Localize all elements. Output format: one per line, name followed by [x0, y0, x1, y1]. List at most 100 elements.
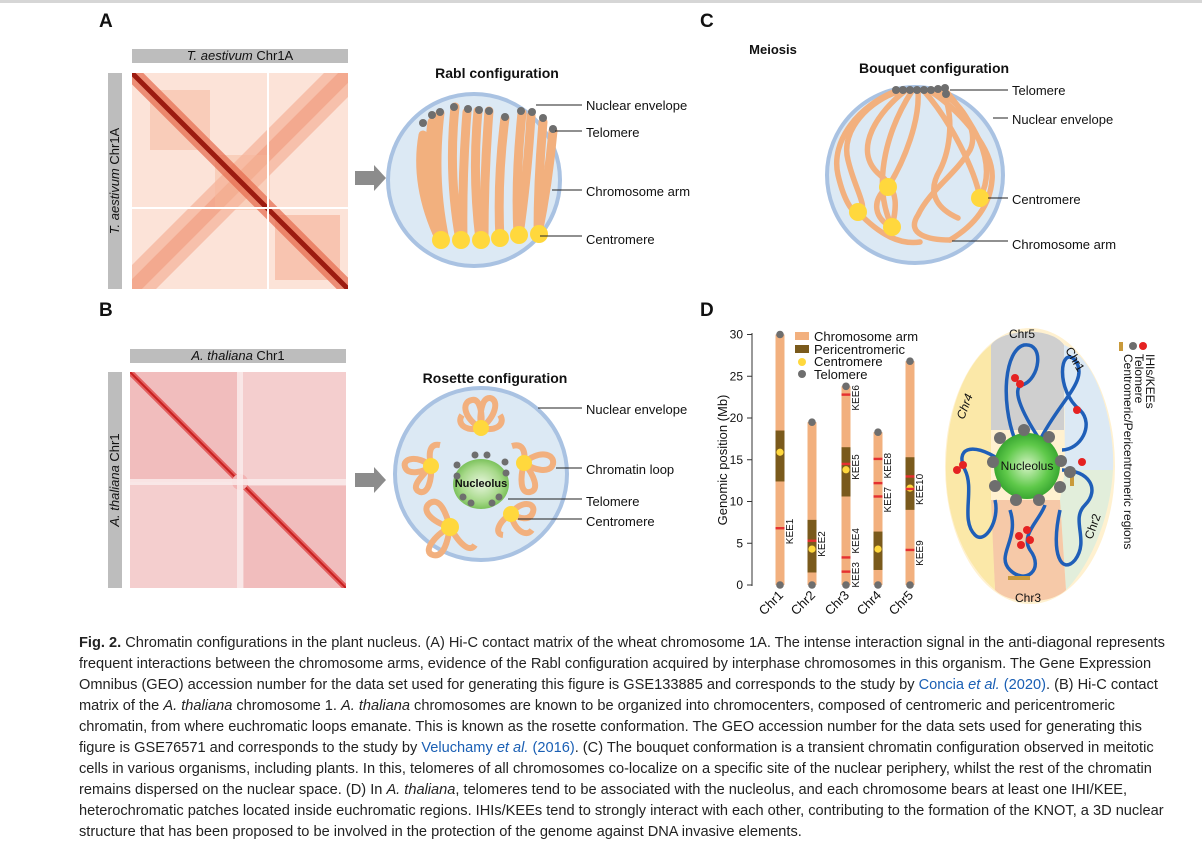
kee-label: KEE6 [851, 385, 862, 411]
rabl-title: Rabl configuration [435, 65, 559, 81]
caption-segment[interactable]: et al. [968, 677, 1000, 693]
kee-label: KEE3 [851, 562, 862, 588]
territory-nucleolus-label: Nucleolus [1001, 459, 1054, 473]
rosette-leader-lines [508, 407, 582, 520]
rosette-nucleolus-label: Nucleolus [455, 478, 508, 490]
matrix-a-title: T. aestivum Chr1A [187, 48, 294, 63]
meiosis-label: Meiosis [749, 42, 797, 57]
rabl-label-centromere: Centromere [586, 232, 655, 247]
chromosome-label: Chr2 [788, 588, 819, 619]
legend-label-pericentromeric: Pericentromeric [814, 342, 906, 357]
legend-label-centromere: Centromere [814, 354, 883, 369]
territory-label-chr5: Chr5 [1009, 327, 1035, 341]
legend-swatch-telomere [798, 370, 806, 378]
centromere-dot [874, 545, 882, 553]
rabl-centromeres [432, 225, 548, 249]
side-legend-swatch-kee [1139, 342, 1147, 350]
bouquet-label-nuclear-envelope: Nuclear envelope [1012, 112, 1113, 127]
chromosome-arm-bar [873, 432, 883, 585]
side-legend-label-kees: IHIs/KEEs [1143, 354, 1157, 409]
legend-swatch-arm [795, 332, 809, 340]
territory-nucleolus [994, 433, 1060, 499]
centromere-dot [842, 466, 850, 474]
kee-label: KEE10 [915, 473, 926, 505]
chromosome-label: Chr3 [822, 588, 853, 619]
chart-d-legend: Chromosome arm Pericentromeric Centromer… [795, 329, 918, 382]
caption-segment: A. thaliana [386, 782, 456, 798]
y-tick-label: 5 [736, 536, 743, 550]
territory-chr4 [945, 345, 995, 590]
kee-mark [873, 495, 883, 498]
territory-side-legend: IHIs/KEEs Telomere Centromeric/Pericentr… [1119, 342, 1157, 549]
figure-caption: Fig. 2. Chromatin configurations in the … [79, 633, 1169, 843]
rosette-telomeres [453, 451, 510, 507]
caption-segment[interactable]: Veluchamy [421, 740, 497, 756]
territory-chromatin-fibers [960, 343, 1094, 578]
caption-segment: chromosomes are known to be organized in… [79, 698, 1142, 756]
arrow-b [355, 467, 386, 493]
territory-telomeres [987, 424, 1076, 506]
rabl-chromosome-arms [416, 102, 558, 245]
pericentromere-segment [775, 430, 785, 482]
side-legend-label-telomere: Telomere [1132, 354, 1146, 404]
panel-c-bouquet-diagram: Meiosis Bouquet configuration Telom [749, 42, 1116, 265]
legend-label-arm: Chromosome arm [814, 329, 918, 344]
pericentromere-segment [905, 457, 915, 510]
y-tick-label: 25 [730, 369, 744, 383]
territory-chr3 [990, 500, 1066, 602]
telomere-dot [776, 330, 784, 339]
side-legend-swatch-pericentromere [1119, 342, 1123, 351]
territory-chr1 [1064, 345, 1114, 470]
rosette-title: Rosette configuration [423, 370, 568, 386]
caption-segment: , telomeres tend to be associated with t… [79, 782, 1164, 840]
arrow-a [355, 165, 386, 191]
matrix-b-axis-label: A. thaliana Chr1 [107, 433, 122, 527]
y-tick-label: 20 [730, 411, 744, 425]
panel-label-c: C [700, 11, 714, 32]
bouquet-title: Bouquet configuration [859, 60, 1009, 76]
centromere-dot [808, 545, 816, 553]
y-tick-label: 15 [730, 453, 744, 467]
telomere-dot [842, 382, 850, 391]
bouquet-label-telomere: Telomere [1012, 83, 1065, 98]
caption-segment: chromosome 1. [232, 698, 342, 714]
panel-a-hic-matrix: T. aestivum Chr1A T. aestivum Chr1A [107, 48, 348, 289]
telomere-dot [874, 428, 882, 436]
kee-mark [841, 570, 851, 573]
chromosome-label: Chr1 [756, 588, 787, 619]
side-legend-swatch-telomere [1129, 342, 1137, 350]
rabl-label-chromosome-arm: Chromosome arm [586, 184, 690, 199]
caption-segment: . (B) Hi-C contact matrix of the [79, 677, 1158, 714]
legend-swatch-pericentromeric [795, 345, 809, 353]
matrix-a-title-bar [132, 49, 348, 63]
panel-a-rabl-diagram: Rabl configuration Nuclear envelope [386, 65, 690, 268]
bouquet-label-chromosome-arm: Chromosome arm [1012, 237, 1116, 252]
bouquet-leader-lines [950, 89, 1008, 242]
rosette-centromeres [423, 420, 532, 536]
rosette-label-centromere: Centromere [586, 514, 655, 529]
caption-segment: . (C) The bouquet conformation is a tran… [79, 740, 1154, 798]
caption-segment[interactable]: et al. [496, 740, 529, 756]
telomere-dot [906, 357, 914, 366]
panel-d-territory-diagram: Nucleolus Chr5 Chr1 Chr4 Chr2 Chr3 IHIs/… [945, 327, 1157, 605]
panel-d-chromosome-chart: Genomic position (Mb) 0 5 10 15 20 25 30 Chr1 K… [715, 328, 926, 619]
kee-label: KEE1 [785, 518, 796, 544]
kee-mark [905, 475, 915, 478]
caption-segment: A. thaliana [163, 698, 233, 714]
rabl-leader-lines [536, 104, 582, 237]
rosette-nucleolus [453, 459, 509, 509]
rabl-telomeres [419, 103, 557, 133]
caption-segment[interactable]: (2016) [528, 740, 575, 756]
caption-segment[interactable]: (2020) [999, 677, 1046, 693]
territory-label-chr3: Chr3 [1015, 591, 1041, 605]
chromosome-label: Chr4 [854, 588, 885, 619]
kee-mark [841, 556, 851, 559]
rosette-label-chromatin-loop: Chromatin loop [586, 462, 674, 477]
kee-label: KEE4 [851, 528, 862, 554]
chromosome-arm-bar [807, 422, 817, 585]
bouquet-telomeres [892, 84, 950, 98]
rosette-label-telomere: Telomere [586, 494, 639, 509]
kee-label: KEE2 [817, 531, 828, 557]
chromosome-label: Chr5 [886, 588, 917, 619]
caption-segment[interactable]: Concia [918, 677, 969, 693]
